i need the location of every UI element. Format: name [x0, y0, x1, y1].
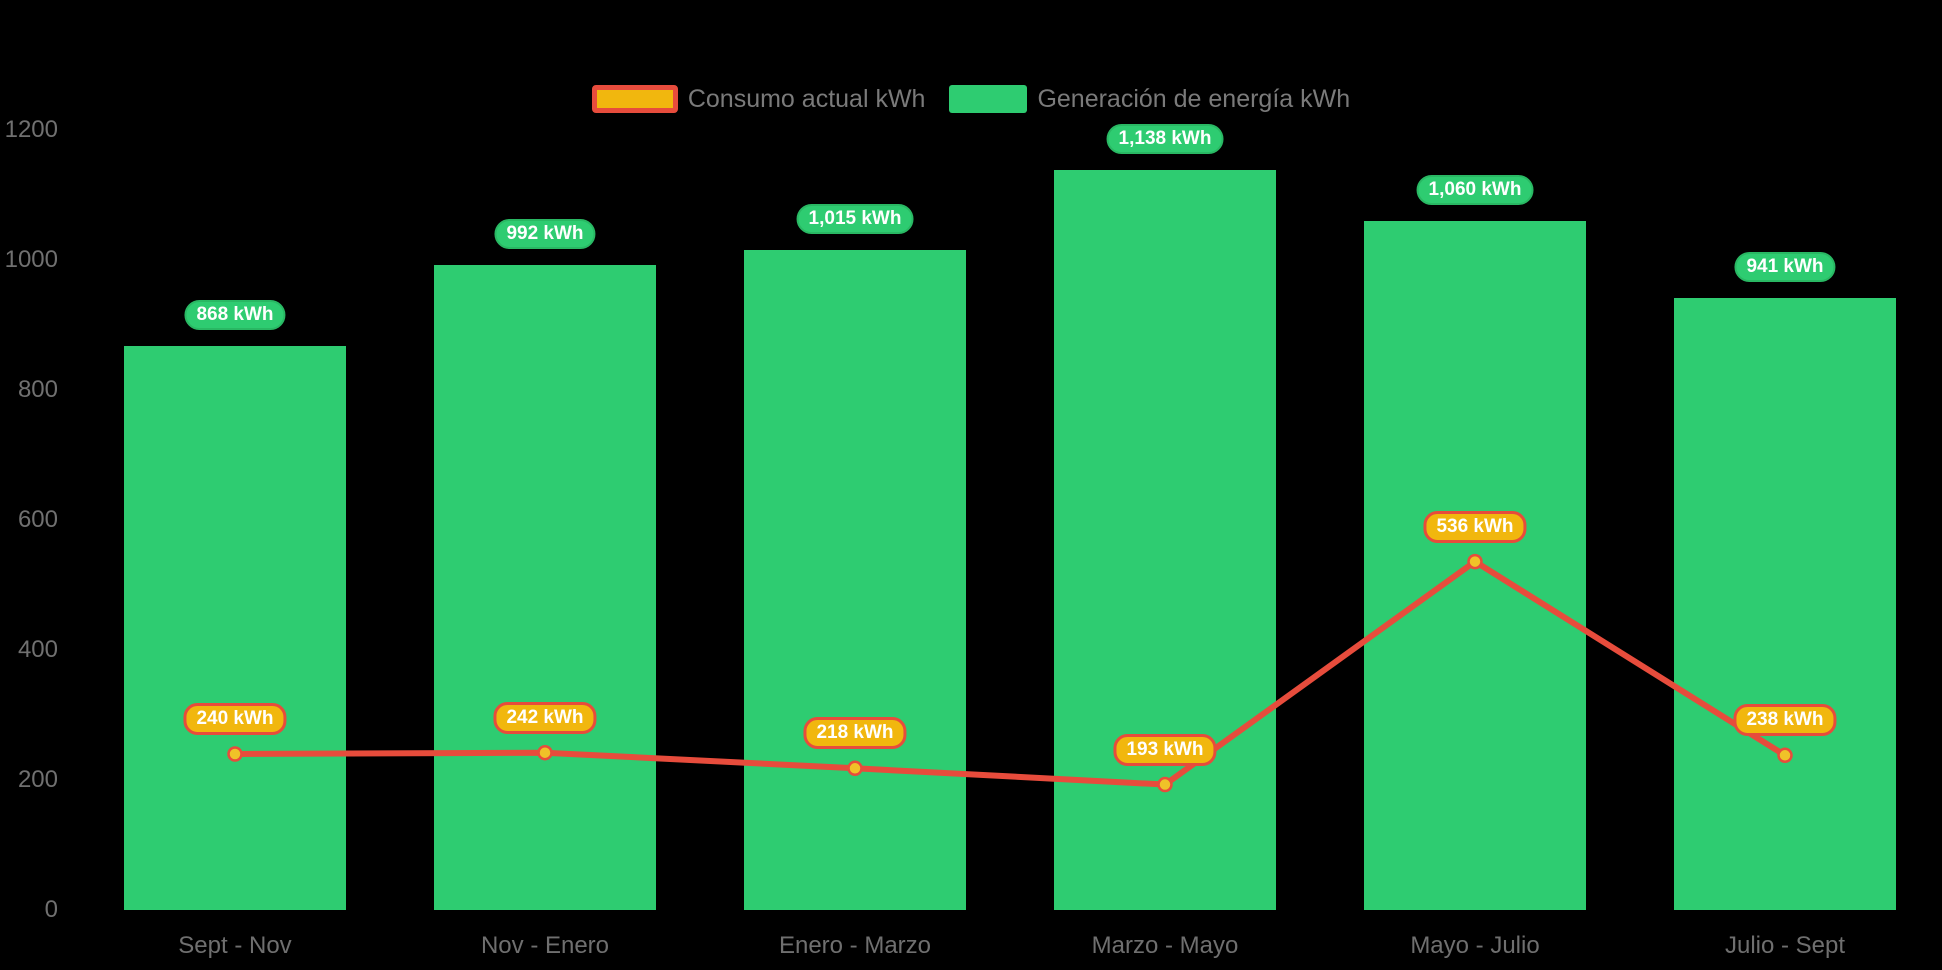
- bar-value-pill: 941 kWh: [1734, 252, 1836, 283]
- bar-value-pill: 1,138 kWh: [1106, 124, 1224, 155]
- line-value-pill: 240 kWh: [183, 703, 287, 735]
- line-value-pill: 536 kWh: [1423, 510, 1527, 543]
- x-axis-category-label: Julio - Sept: [1724, 932, 1846, 959]
- y-axis-tick-label: 1200: [4, 116, 58, 143]
- line-point-marker[interactable]: [1777, 747, 1793, 764]
- consumo-line: [232, 558, 1788, 788]
- line-value-pill: 218 kWh: [803, 717, 907, 750]
- line-value-pill: 238 kWh: [1733, 704, 1837, 737]
- line-point-marker[interactable]: [537, 744, 553, 761]
- legend-item-generacion[interactable]: Generación de energía kWh: [949, 85, 1350, 113]
- x-axis-category-label: Enero - Marzo: [778, 932, 932, 959]
- y-axis-tick-label: 800: [17, 376, 58, 403]
- x-axis-category-label: Sept - Nov: [178, 932, 292, 959]
- y-axis-tick-label: 0: [44, 896, 58, 923]
- consumo-legend-swatch-icon: [591, 85, 678, 113]
- generacion-legend-swatch-icon: [949, 85, 1028, 113]
- bar-generacion[interactable]: [1674, 298, 1896, 910]
- legend-label-consumo: Consumo actual kWh: [687, 85, 926, 113]
- legend-item-consumo[interactable]: Consumo actual kWh: [591, 85, 926, 113]
- y-axis-tick-label: 400: [17, 636, 58, 663]
- bar-generacion[interactable]: [744, 250, 966, 910]
- line-value-pill: 193 kWh: [1113, 733, 1217, 766]
- y-axis-tick-label: 1000: [4, 246, 58, 273]
- bar-value-pill: 1,060 kWh: [1416, 175, 1534, 205]
- bar-generacion[interactable]: [124, 345, 346, 910]
- line-point-marker[interactable]: [1157, 776, 1173, 793]
- bar-value-pill: 992 kWh: [494, 219, 596, 250]
- bar-value-pill: 1,015 kWh: [796, 204, 914, 235]
- y-axis-tick-label: 200: [17, 766, 58, 793]
- chart-legend: Consumo actual kWh Generación de energía…: [0, 85, 1942, 113]
- line-point-marker[interactable]: [847, 760, 863, 777]
- x-axis-category-label: Nov - Enero: [480, 932, 610, 959]
- line-value-pill: 242 kWh: [493, 701, 597, 734]
- bar-value-pill: 868 kWh: [184, 299, 286, 330]
- y-axis-tick-label: 600: [17, 506, 58, 533]
- bar-generacion[interactable]: [434, 265, 656, 910]
- x-axis-category-label: Marzo - Mayo: [1091, 932, 1239, 959]
- line-point-marker[interactable]: [227, 746, 243, 762]
- legend-label-generacion: Generación de energía kWh: [1037, 85, 1351, 113]
- line-point-marker[interactable]: [1467, 553, 1483, 570]
- x-axis-category-label: Mayo - Julio: [1410, 932, 1540, 959]
